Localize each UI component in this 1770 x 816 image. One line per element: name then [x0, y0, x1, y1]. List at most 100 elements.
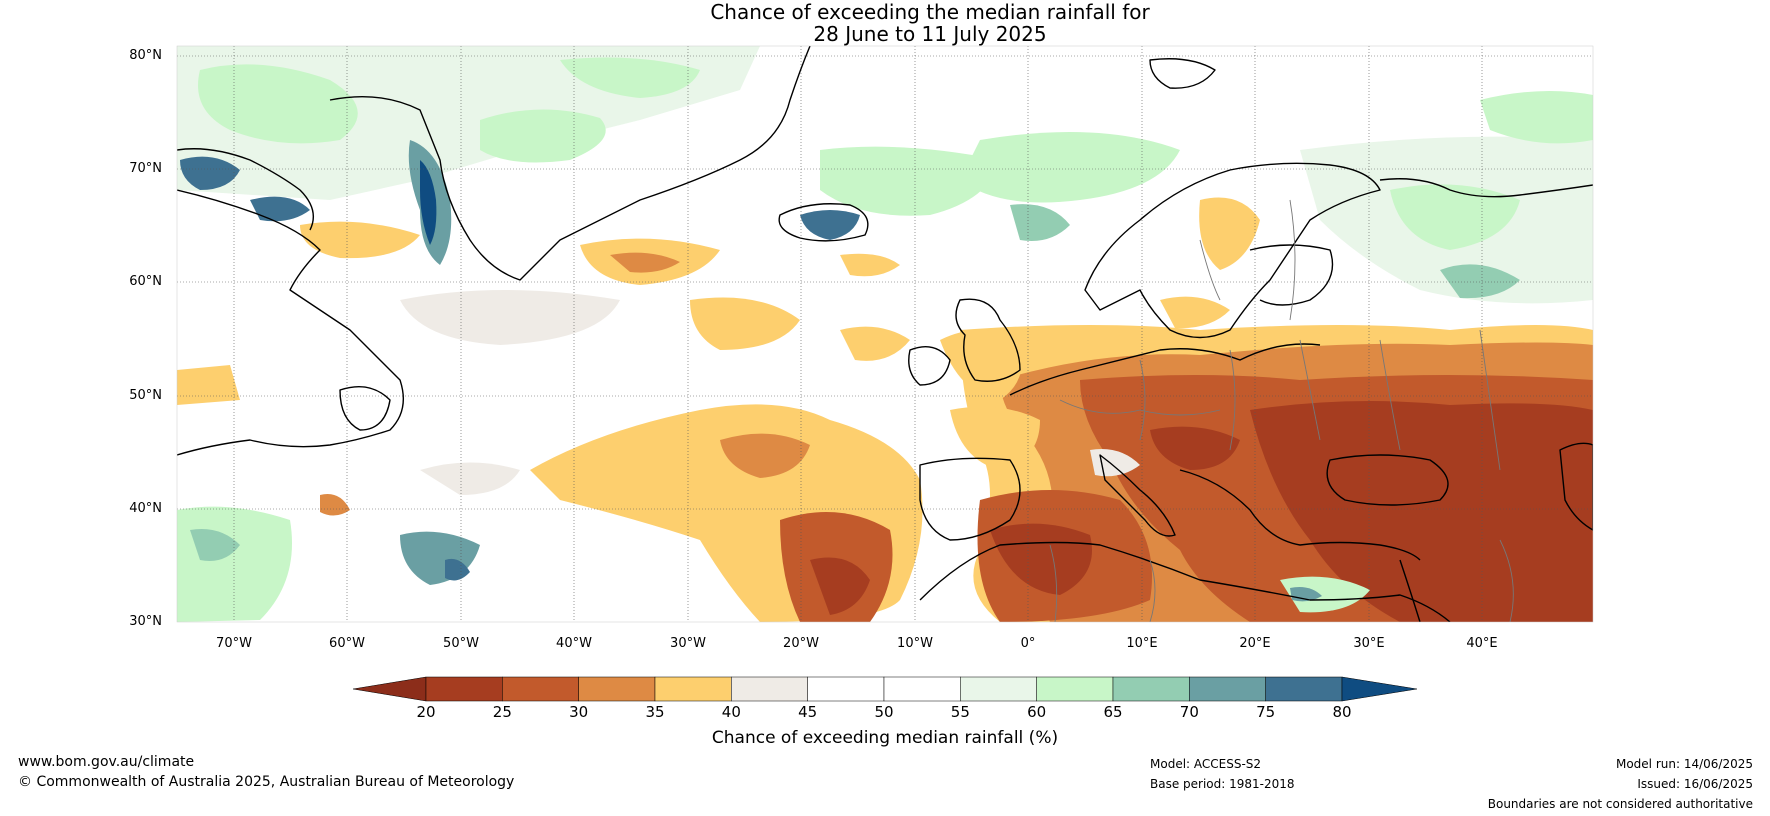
- colorbar-tick-label: 75: [1256, 703, 1276, 721]
- coast-levant: [1399, 559, 1421, 622]
- gridlines: [177, 46, 1593, 622]
- lon-label-60w: 60°W: [329, 636, 365, 651]
- lon-label-30w: 30°W: [670, 636, 706, 651]
- deepbrown-europe: [1250, 401, 1593, 622]
- lon-label-0: 0°: [1020, 636, 1036, 651]
- footer-copyright: © Commonwealth of Australia 2025, Austra…: [18, 774, 515, 790]
- colorbar-tick-label: 80: [1332, 703, 1352, 721]
- coastlines: [177, 46, 1593, 622]
- grey-atlantic-1: [400, 290, 620, 345]
- colorbar-tick-label: 70: [1179, 703, 1199, 721]
- orange-atlantic-1: [300, 221, 420, 259]
- lon-label-70w: 70°W: [216, 636, 252, 651]
- coast-blacksea: [1326, 454, 1449, 506]
- map-subtitle: 28 June to 11 July 2025: [813, 22, 1047, 46]
- green-arctic-patch-3: [560, 57, 700, 98]
- orange-atlantic-5: [177, 365, 240, 405]
- coast-ireland: [908, 346, 951, 386]
- colorbar-tick-label: 60: [1027, 703, 1047, 721]
- footer-model-run: Model run: 14/06/2025: [1615, 757, 1753, 771]
- orange-atlantic-6: [690, 297, 800, 350]
- coast-europe: [1009, 343, 1321, 396]
- colorbar-box: [654, 676, 732, 702]
- orange-france: [950, 406, 1040, 470]
- orange-scand: [1199, 197, 1260, 270]
- colorbar-box: [960, 676, 1037, 702]
- colorbar-box: [1036, 676, 1114, 702]
- coast-iberia: [919, 457, 1021, 541]
- lon-label-20w: 20°W: [783, 636, 819, 651]
- coast-russia: [1379, 178, 1593, 198]
- footer-model: Model: ACCESS-S2: [1150, 757, 1262, 771]
- blue-baffin-1: [180, 156, 240, 190]
- colorbar-over-triangle: [1341, 676, 1418, 702]
- footer-disclaimer: Boundaries are not considered authoritat…: [1487, 797, 1753, 811]
- orange-atlantic-3: [610, 252, 680, 273]
- orange-atlantic-7: [840, 326, 910, 361]
- colorbar-tick-label: 35: [645, 703, 665, 721]
- coast-labrador: [177, 189, 404, 456]
- colorbar-label: Chance of exceeding median rainfall (%): [711, 728, 1059, 748]
- colorbar-box: [1265, 676, 1343, 702]
- orange-west-sw: [320, 494, 350, 516]
- lat-label-80: 80°N: [129, 48, 162, 63]
- brown-subtropical-3: [810, 557, 870, 615]
- blue-west-sw-core: [445, 558, 470, 581]
- colorbar-box: [502, 676, 579, 702]
- green-arctic-patch-2: [480, 109, 606, 163]
- footer-base-period: Base period: 1981-2018: [1150, 777, 1295, 791]
- map-title: Chance of exceeding the median rainfall …: [710, 0, 1150, 24]
- blue-iceland: [800, 210, 860, 240]
- colorbar-tick-label: 45: [798, 703, 818, 721]
- lon-label-40w: 40°W: [556, 636, 592, 651]
- green-east-patch: [1480, 91, 1593, 144]
- lon-label-40e: 40°E: [1466, 636, 1498, 651]
- colorbar-box: [578, 676, 656, 702]
- coast-nafrica: [919, 541, 1451, 622]
- colorbar-box: [731, 676, 808, 702]
- lat-label-70: 70°N: [129, 161, 162, 176]
- lon-label-30e: 30°E: [1353, 636, 1385, 651]
- lon-label-20e: 20°E: [1239, 636, 1271, 651]
- lat-label-60: 60°N: [129, 274, 162, 289]
- colorbar-tick-label: 25: [492, 703, 512, 721]
- coast-newfoundland: [339, 386, 391, 431]
- orange-atlantic-4: [840, 253, 900, 277]
- footer-issued: Issued: 16/06/2025: [1637, 777, 1753, 791]
- coast-uk: [955, 298, 1021, 382]
- colorbar-tick-label: 65: [1103, 703, 1123, 721]
- teal-west-sw: [190, 529, 240, 561]
- lon-label-50w: 50°W: [443, 636, 479, 651]
- coast-baltic: [1249, 244, 1334, 306]
- colorbar-box: [883, 676, 961, 702]
- coast-greenland: [329, 46, 811, 281]
- green-norwegian-sea: [820, 146, 1000, 216]
- footer-website: www.bom.gov.au/climate: [18, 754, 195, 770]
- lat-label-50: 50°N: [129, 388, 162, 403]
- brown-subtropical-1: [720, 433, 810, 478]
- coast-caspian: [1559, 442, 1593, 531]
- teal-norwegian-sea: [1010, 204, 1070, 241]
- country-borders: [1049, 199, 1514, 622]
- blue-greenland-w-core: [420, 160, 437, 245]
- lat-label-30: 30°N: [129, 614, 162, 629]
- deepbrown-east: [1150, 426, 1240, 470]
- coast-balkans: [1179, 469, 1421, 561]
- lat-label-40: 40°N: [129, 501, 162, 516]
- coast-italy: [1099, 454, 1176, 537]
- colorbar-box: [1112, 676, 1190, 702]
- colorbar-tick-label: 50: [874, 703, 894, 721]
- colorbar-tick-label: 40: [721, 703, 741, 721]
- coast-scandinavia: [1084, 162, 1381, 339]
- coast-svalbard: [1149, 58, 1216, 89]
- green-russia-patch-2: [1440, 264, 1520, 299]
- colorbar-box: [807, 676, 885, 702]
- green-levant: [1280, 576, 1370, 613]
- colorbar-box: [425, 676, 503, 702]
- lon-label-10w: 10°W: [897, 636, 933, 651]
- green-arctic-patch-1: [198, 64, 358, 144]
- colorbar-tick-label: 30: [569, 703, 589, 721]
- coast-baffin: [177, 148, 314, 231]
- grey-subtropical: [420, 462, 520, 495]
- colorbar-tick-label: 20: [416, 703, 436, 721]
